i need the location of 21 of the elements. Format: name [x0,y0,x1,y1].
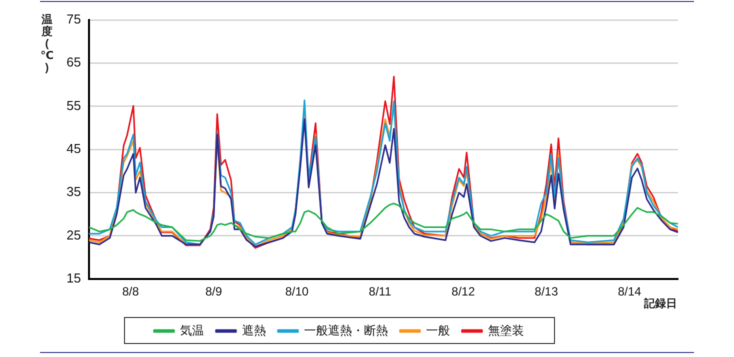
legend-label: 遮熱 [242,323,266,338]
x-axis-title: 記録日 [644,296,677,311]
y-tick-label: 15 [66,270,81,286]
x-tick-label: 8/11 [368,284,392,299]
y-tick-label: 35 [66,184,81,200]
x-tick-label: 8/12 [452,284,476,299]
x-tick-label: 8/13 [534,284,558,299]
legend-label: 無塗装 [488,323,524,338]
legend-label: 一般遮熱・断熱 [304,323,388,338]
x-tick-label: 8/9 [205,284,222,299]
x-tick-label: 8/8 [122,284,140,299]
y-tick-label: 75 [66,12,81,27]
y-axis-title: 温度(℃) [40,14,54,74]
x-tick-label: 8/14 [618,284,642,299]
x-tick-label: 8/10 [285,284,309,299]
y-tick-label: 65 [66,54,81,70]
legend-label: 気温 [180,323,204,338]
y-tick-label: 45 [66,141,81,156]
y-tick-label: 55 [66,98,81,113]
y-tick-label: 25 [66,227,81,242]
legend-label: 一般 [426,323,450,338]
